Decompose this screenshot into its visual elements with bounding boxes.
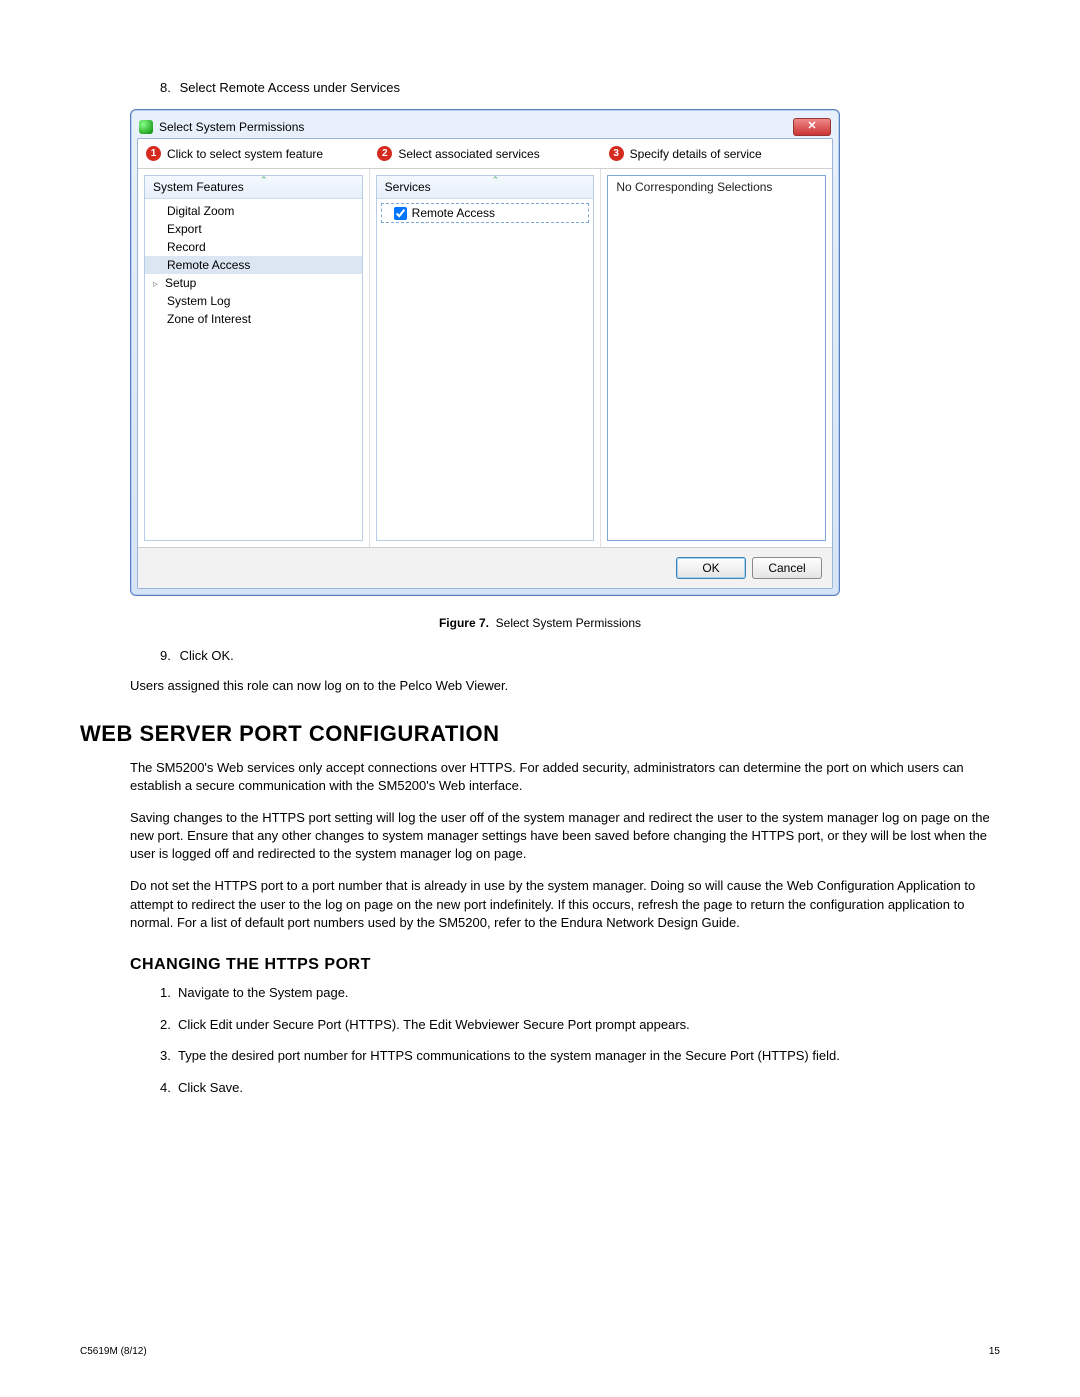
subsection-heading: CHANGING THE HTTPS PORT [130, 956, 1000, 974]
permissions-dialog-screenshot: Select System Permissions ✕ 1 Click to s… [130, 109, 840, 596]
sort-caret-icon: ⌃ [260, 175, 268, 186]
step-8: 8. Select Remote Access under Services [160, 80, 1000, 95]
step-text: Navigate to the System page. [178, 985, 349, 1000]
ok-button[interactable]: OK [676, 557, 746, 579]
header-1: Click to select system feature [167, 147, 323, 161]
close-icon[interactable]: ✕ [793, 118, 831, 136]
step-9: 9. Click OK. [160, 648, 1000, 663]
step-item: 1.Navigate to the System page. [160, 984, 1000, 1002]
step-item: 2.Click Edit under Secure Port (HTTPS). … [160, 1016, 1000, 1034]
step-item: 3.Type the desired port number for HTTPS… [160, 1047, 1000, 1065]
para-3: Do not set the HTTPS port to a port numb… [130, 877, 1000, 932]
step-number: 2. [160, 1016, 178, 1034]
remote-access-label: Remote Access [412, 206, 495, 220]
para-1: The SM5200's Web services only accept co… [130, 759, 1000, 795]
para-2: Saving changes to the HTTPS port setting… [130, 809, 1000, 864]
step-badge-2: 2 [377, 146, 392, 161]
app-icon [139, 120, 153, 134]
step-9-num: 9. [160, 648, 176, 663]
cancel-button[interactable]: Cancel [752, 557, 822, 579]
post-steps-para: Users assigned this role can now log on … [130, 677, 1000, 695]
sort-caret-icon: ⌃ [492, 175, 500, 186]
section-heading: WEB SERVER PORT CONFIGURATION [80, 721, 1000, 747]
feature-item[interactable]: Remote Access [145, 256, 362, 274]
step-8-num: 8. [160, 80, 176, 95]
step-text: Click Edit under Secure Port (HTTPS). Th… [178, 1017, 690, 1032]
figure-label: Figure 7. [439, 616, 489, 630]
step-9-text: Click OK. [180, 648, 234, 663]
feature-item[interactable]: Export [145, 220, 362, 238]
header-3: Specify details of service [630, 147, 762, 161]
service-remote-access[interactable]: Remote Access [381, 203, 590, 223]
page-footer: C5619M (8/12) 15 [80, 1346, 1000, 1357]
figure-caption: Figure 7. Select System Permissions [80, 616, 1000, 630]
feature-item[interactable]: Digital Zoom [145, 202, 362, 220]
dialog-titlebar: Select System Permissions ✕ [137, 116, 833, 138]
step-badge-1: 1 [146, 146, 161, 161]
header-2: Select associated services [398, 147, 539, 161]
feature-item[interactable]: System Log [145, 292, 362, 310]
system-features-list: Digital ZoomExportRecordRemote AccessSet… [145, 199, 362, 331]
step-text: Click Save. [178, 1080, 243, 1095]
step-number: 1. [160, 984, 178, 1002]
col3-header: No Corresponding Selections [608, 176, 825, 198]
footer-right: 15 [989, 1346, 1000, 1357]
step-text: Type the desired port number for HTTPS c… [178, 1048, 840, 1063]
col1-header[interactable]: System Features ⌃ [145, 176, 362, 199]
step-item: 4.Click Save. [160, 1079, 1000, 1097]
col2-header[interactable]: Services ⌃ [377, 176, 594, 199]
dialog-title: Select System Permissions [159, 120, 304, 134]
wizard-step-headers: 1 Click to select system feature 2 Selec… [138, 139, 832, 169]
step-badge-3: 3 [609, 146, 624, 161]
step-8-text: Select Remote Access under Services [180, 80, 400, 95]
figure-text: Select System Permissions [496, 616, 641, 630]
feature-item[interactable]: Setup [145, 274, 362, 292]
feature-item[interactable]: Record [145, 238, 362, 256]
remote-access-checkbox[interactable] [394, 207, 407, 220]
https-steps-list: 1.Navigate to the System page. 2.Click Ed… [160, 984, 1000, 1096]
feature-item[interactable]: Zone of Interest [145, 310, 362, 328]
footer-left: C5619M (8/12) [80, 1346, 147, 1357]
step-number: 4. [160, 1079, 178, 1097]
step-number: 3. [160, 1047, 178, 1065]
